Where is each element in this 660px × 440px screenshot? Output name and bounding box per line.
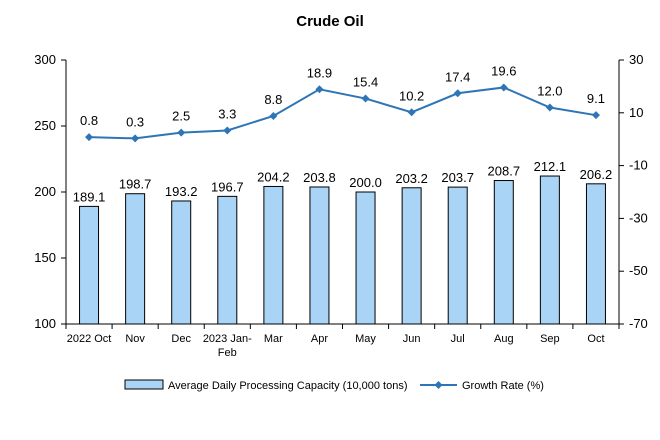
legend-bar-swatch: [124, 379, 164, 390]
line-data-label: 15.4: [353, 75, 378, 90]
line-point-marker: [407, 108, 416, 117]
right-axis-tick-label: 30: [629, 52, 643, 67]
x-tick-label: Jul: [451, 333, 465, 345]
line-data-label: 3.3: [218, 106, 236, 121]
bar: [79, 205, 100, 325]
growth-rate-line: [89, 86, 597, 140]
bar: [309, 186, 330, 325]
x-tick-label: Aug: [494, 333, 514, 345]
bar-data-label: 208.7: [488, 164, 521, 179]
left-axis-tick-label: 100: [34, 316, 56, 331]
right-axis-tick-label: 10: [629, 105, 643, 120]
right-axis-tick-label: -10: [629, 158, 648, 173]
x-tick-label: 2023 Jan-Feb: [203, 333, 252, 359]
x-tick-label: Apr: [311, 333, 328, 345]
bar: [493, 180, 514, 325]
legend-line-marker: [434, 381, 443, 389]
line-point-marker: [499, 83, 508, 92]
right-axis-tick-label: -70: [629, 316, 648, 331]
line-point-marker: [131, 134, 140, 143]
bar-data-label: 206.2: [580, 167, 613, 182]
bar-data-label: 203.8: [303, 170, 336, 185]
right-axis-tick-label: -50: [629, 263, 648, 278]
line-data-label: 8.8: [264, 92, 282, 107]
left-axis-tick-label: 300: [34, 52, 56, 67]
line-point-marker: [361, 94, 370, 103]
bar: [401, 187, 422, 325]
line-data-label: 19.6: [491, 63, 516, 78]
line-data-label: 17.4: [445, 69, 470, 84]
chart-title: Crude Oil: [296, 13, 364, 30]
line-point-marker: [453, 89, 462, 98]
legend-line-label: Growth Rate (%): [462, 380, 544, 392]
bar: [447, 186, 468, 325]
legend: Average Daily Processing Capacity (10,00…: [124, 379, 544, 392]
bar-series: [79, 175, 606, 325]
left-axis-tick-label: 200: [34, 184, 56, 199]
bar: [585, 183, 606, 325]
left-axis-tick-label: 250: [34, 118, 56, 133]
line-point-marker: [269, 111, 278, 120]
bar-data-label: 203.7: [441, 170, 474, 185]
bar-data-label: 204.2: [257, 169, 290, 184]
line-data-labels: 0.8 0.3 2.5 3.3 8.8 18.9 15.4 10.2 17.4 19.6 12.0 9…: [80, 63, 605, 129]
bar-data-label: 198.7: [119, 177, 152, 192]
bar: [125, 193, 146, 325]
x-tick-label: Sep: [540, 333, 560, 345]
x-tick-label: Jun: [403, 333, 421, 345]
line-data-label: 12.0: [537, 84, 562, 99]
legend-bar-label: Average Daily Processing Capacity (10,00…: [168, 380, 407, 392]
x-tick-label: Nov: [125, 333, 145, 345]
bar: [171, 200, 192, 325]
x-tick-label: Mar: [264, 333, 283, 345]
line-data-label: 0.3: [126, 114, 144, 129]
bar: [539, 175, 560, 325]
x-tick-label: May: [355, 333, 376, 345]
bar-data-label: 193.2: [165, 184, 198, 199]
bar-data-label: 212.1: [534, 159, 567, 174]
bar: [263, 185, 284, 325]
bar-data-label: 196.7: [211, 179, 244, 194]
left-axis-tick-label: 150: [34, 250, 56, 265]
bar: [217, 195, 238, 325]
x-tick-label: 2022 Oct: [67, 333, 112, 345]
line-point-marker: [223, 126, 232, 135]
bar: [355, 191, 376, 325]
line-point-marker: [177, 128, 186, 137]
x-tick-labels: 2022 Oct Nov Dec 2023 Jan-Feb Mar Apr May Jun Ju…: [67, 333, 605, 359]
line-data-label: 0.8: [80, 113, 98, 128]
line-data-label: 2.5: [172, 109, 190, 124]
x-tick-label: Dec: [171, 333, 191, 345]
line-data-label: 9.1: [587, 91, 605, 106]
line-point-marker: [591, 111, 600, 120]
line-point-marker: [545, 103, 554, 112]
right-axis-tick-label: -30: [629, 210, 648, 225]
line-data-label: 18.9: [307, 65, 332, 80]
axes: 100 150 200 250 300 -70 -50 -30 -10 10 30: [34, 52, 648, 331]
bar-data-label: 200.0: [349, 175, 382, 190]
line-point-marker: [315, 85, 324, 94]
bar-data-label: 189.1: [73, 189, 106, 204]
line-series: [85, 83, 600, 143]
bar-data-labels: 189.1 198.7 193.2 196.7 204.2 203.8 200.0 203.2…: [73, 159, 612, 204]
line-point-marker: [85, 133, 94, 142]
x-tick-label: Oct: [587, 333, 604, 345]
line-data-label: 10.2: [399, 88, 424, 103]
bar-data-label: 203.2: [395, 171, 428, 186]
